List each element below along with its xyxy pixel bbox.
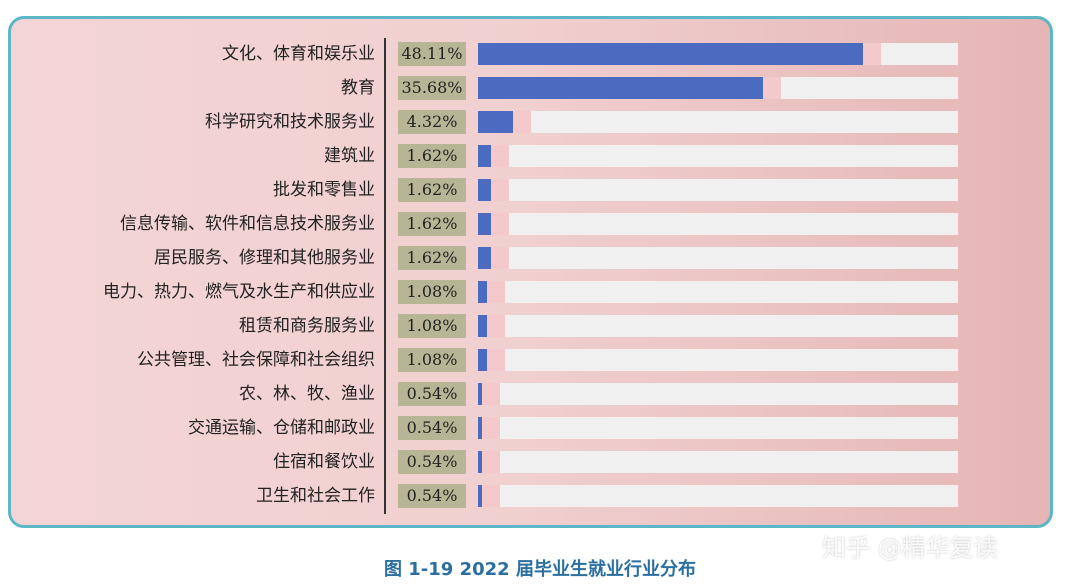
bar-track — [478, 451, 958, 473]
y-axis-line — [384, 38, 386, 514]
bar-track — [478, 417, 958, 439]
bar-track — [478, 213, 958, 235]
category-label: 卫生和社会工作 — [256, 486, 375, 506]
bar — [478, 315, 487, 337]
category-label: 居民服务、修理和其他服务业 — [154, 248, 375, 268]
watermark-text: 知乎 @精华复读 — [822, 534, 998, 562]
value-label: 1.62% — [398, 246, 466, 270]
bar — [478, 451, 483, 473]
category-label: 租赁和商务服务业 — [239, 316, 375, 336]
bar-track — [478, 77, 958, 99]
bar-track — [478, 43, 958, 65]
bar — [478, 349, 487, 371]
bar-shadow — [478, 417, 501, 439]
category-label: 文化、体育和娱乐业 — [222, 44, 375, 64]
bar-track — [478, 179, 958, 201]
value-label: 1.62% — [398, 212, 466, 236]
value-label: 0.54% — [398, 382, 466, 406]
value-label: 0.54% — [398, 484, 466, 508]
bar-shadow — [478, 451, 501, 473]
bar-track — [478, 111, 958, 133]
category-label: 交通运输、仓储和邮政业 — [188, 418, 375, 438]
bar-track — [478, 485, 958, 507]
bar — [478, 77, 764, 99]
bar — [478, 247, 491, 269]
bar-shadow — [478, 485, 501, 507]
value-label: 0.54% — [398, 416, 466, 440]
value-label: 1.08% — [398, 280, 466, 304]
category-label: 批发和零售业 — [273, 180, 375, 200]
value-label: 1.62% — [398, 144, 466, 168]
category-label: 建筑业 — [324, 146, 375, 166]
value-label: 1.62% — [398, 178, 466, 202]
bar-shadow — [478, 383, 501, 405]
value-label: 1.08% — [398, 314, 466, 338]
bar — [478, 111, 513, 133]
value-label: 0.54% — [398, 450, 466, 474]
value-label: 4.32% — [398, 110, 466, 134]
bar — [478, 281, 487, 303]
bar — [478, 417, 483, 439]
category-label: 公共管理、社会保障和社会组织 — [137, 350, 375, 370]
bar-track — [478, 383, 958, 405]
category-label: 科学研究和技术服务业 — [205, 112, 375, 132]
bar — [478, 213, 491, 235]
bar — [478, 43, 863, 65]
category-label: 信息传输、软件和信息技术服务业 — [120, 214, 375, 234]
value-label: 1.08% — [398, 348, 466, 372]
value-label: 35.68% — [398, 76, 466, 100]
chart-panel — [8, 16, 1053, 528]
bar — [478, 485, 483, 507]
chart-caption: 图 1-19 2022 届毕业生就业行业分布 — [384, 559, 696, 580]
bar-track — [478, 281, 958, 303]
bar — [478, 383, 483, 405]
category-label: 教育 — [341, 78, 375, 98]
category-label: 住宿和餐饮业 — [273, 452, 375, 472]
category-label: 电力、热力、燃气及水生产和供应业 — [103, 282, 375, 302]
bar — [478, 179, 491, 201]
value-label: 48.11% — [398, 42, 466, 66]
bar — [478, 145, 491, 167]
bar-track — [478, 315, 958, 337]
bar-track — [478, 349, 958, 371]
bar-track — [478, 247, 958, 269]
category-label: 农、林、牧、渔业 — [239, 384, 375, 404]
bar-track — [478, 145, 958, 167]
